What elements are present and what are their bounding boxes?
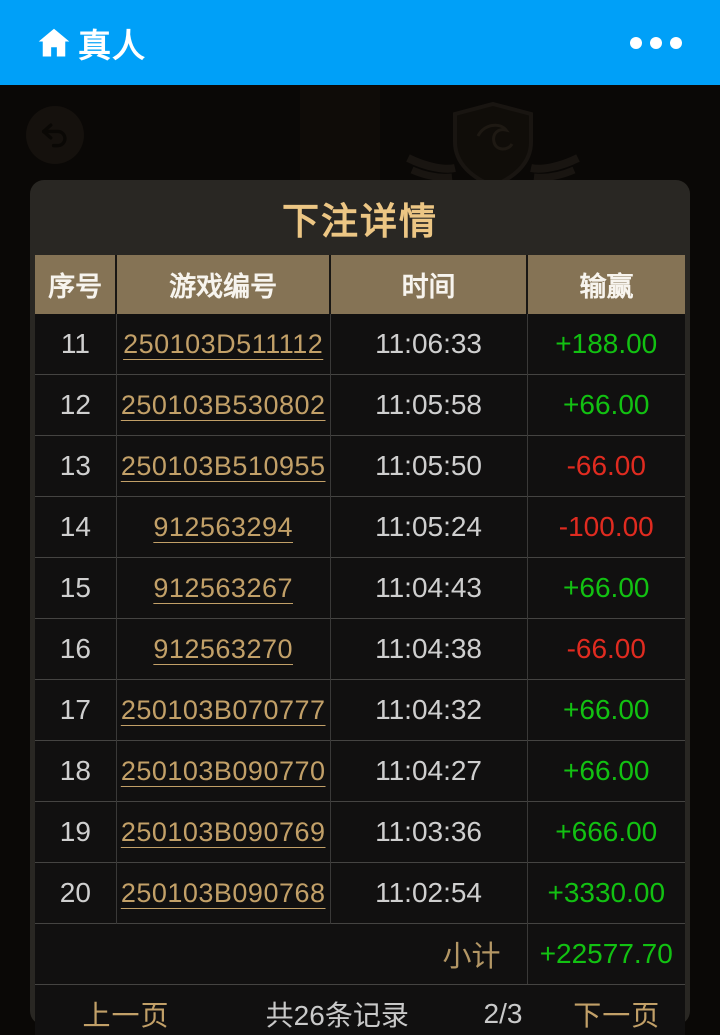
game-id-link: 250103B070777 — [115, 679, 331, 741]
game-id-link: 912563294 — [115, 496, 331, 558]
dot-icon — [670, 36, 682, 49]
bet-details-modal: 下注详情 序号 游戏编号 时间 输赢 11 250103D511112 11:06:… — [30, 180, 690, 1035]
back-button[interactable] — [26, 106, 84, 164]
game-id-link[interactable]: 250103B090769 — [120, 817, 326, 847]
result-cell: +66.00 — [526, 679, 685, 741]
bet-table-wrap: 序号 游戏编号 时间 输赢 11 250103D511112 11:06:33 +18… — [35, 255, 685, 984]
table-header-row: 序号 游戏编号 时间 输赢 — [35, 255, 685, 314]
row-index-cell: 14 — [35, 496, 117, 558]
bet-table: 序号 游戏编号 时间 输赢 11 250103D511112 11:06:33 +18… — [35, 255, 685, 984]
row-index-cell: 19 — [35, 801, 117, 863]
column-header-result: 输赢 — [526, 255, 685, 314]
row-index-cell: 17 — [35, 679, 117, 741]
subtotal-row: 小计 +22577.70 — [35, 923, 685, 984]
shield-logo — [406, 101, 580, 189]
row-index-cell: 16 — [35, 618, 117, 680]
time-cell: 11:02:54 — [329, 862, 528, 924]
row-index-cell: 11 — [35, 314, 117, 375]
game-id-link[interactable]: 912563270 — [153, 634, 293, 664]
result-cell: +3330.00 — [526, 862, 685, 924]
game-id-link[interactable]: 250103B090768 — [120, 878, 326, 908]
time-cell: 11:03:36 — [329, 801, 528, 863]
time-cell: 11:05:58 — [329, 374, 528, 436]
records-total: 共26条记录 — [265, 1000, 409, 1031]
time-cell: 11:04:32 — [329, 679, 528, 741]
modal-title: 下注详情 — [282, 200, 438, 242]
dot-icon — [630, 36, 642, 49]
table-row: 20 250103B090768 11:02:54 +3330.00 — [35, 862, 685, 924]
result-cell: +188.00 — [526, 314, 685, 375]
row-index-cell: 18 — [35, 740, 117, 802]
time-cell: 11:04:43 — [329, 557, 528, 619]
table-row: 13 250103B510955 11:05:50 -66.00 — [35, 435, 685, 497]
app-header: 真人 — [0, 0, 720, 85]
game-id-link: 912563270 — [115, 618, 331, 680]
column-header-game-id: 游戏编号 — [115, 255, 331, 314]
time-cell: 11:05:50 — [329, 435, 528, 497]
home-icon — [38, 28, 70, 56]
app-title: 真人 — [78, 26, 146, 64]
background-artwork — [300, 86, 380, 186]
game-id-link[interactable]: 250103B090770 — [120, 756, 326, 786]
table-row: 18 250103B090770 11:04:27 +66.00 — [35, 740, 685, 802]
time-cell: 11:04:38 — [329, 618, 528, 680]
pagination-bar: 上一页 共26条记录 2/3 下一页 — [35, 984, 685, 1035]
row-index-cell: 15 — [35, 557, 117, 619]
game-id-link: 250103B090770 — [115, 740, 331, 802]
game-id-link: 250103B090768 — [115, 862, 331, 924]
game-id-link: 912563267 — [115, 557, 331, 619]
game-id-link[interactable]: 250103B510955 — [120, 451, 326, 481]
result-cell: +66.00 — [526, 374, 685, 436]
prev-page-button[interactable]: 上一页 — [82, 1000, 170, 1031]
game-id-link: 250103B510955 — [115, 435, 331, 497]
table-row: 17 250103B070777 11:04:32 +66.00 — [35, 679, 685, 741]
back-arrow-icon — [41, 123, 67, 148]
result-cell: +666.00 — [526, 801, 685, 863]
game-id-link[interactable]: 250103B070777 — [120, 695, 326, 725]
result-cell: -100.00 — [526, 496, 685, 558]
result-cell: +66.00 — [526, 557, 685, 619]
result-cell: +66.00 — [526, 740, 685, 802]
column-header-index: 序号 — [35, 255, 117, 314]
time-cell: 11:05:24 — [329, 496, 528, 558]
game-id-link[interactable]: 912563294 — [153, 512, 293, 542]
table-row: 15 912563267 11:04:43 +66.00 — [35, 557, 685, 619]
more-menu-button[interactable] — [628, 31, 684, 55]
next-page-button[interactable]: 下一页 — [573, 1000, 661, 1031]
game-id-link: 250103B530802 — [115, 374, 331, 436]
subtotal-label: 小计 — [35, 923, 528, 984]
row-index-cell: 12 — [35, 374, 117, 436]
dot-icon — [650, 36, 662, 49]
game-id-link[interactable]: 250103D511112 — [123, 329, 324, 359]
game-id-link: 250103B090769 — [115, 801, 331, 863]
time-cell: 11:06:33 — [329, 314, 528, 375]
game-id-link[interactable]: 912563267 — [153, 573, 293, 603]
result-cell: -66.00 — [526, 618, 685, 680]
time-cell: 11:04:27 — [329, 740, 528, 802]
table-row: 12 250103B530802 11:05:58 +66.00 — [35, 374, 685, 436]
table-row: 16 912563270 11:04:38 -66.00 — [35, 618, 685, 680]
table-row: 14 912563294 11:05:24 -100.00 — [35, 496, 685, 558]
table-row: 11 250103D511112 11:06:33 +188.00 — [35, 314, 685, 375]
page-indicator: 2/3 — [483, 998, 523, 1029]
home-button[interactable]: 真人 — [36, 19, 146, 67]
subtotal-value: +22577.70 — [526, 923, 685, 984]
result-cell: -66.00 — [526, 435, 685, 497]
column-header-time: 时间 — [329, 255, 528, 314]
row-index-cell: 20 — [35, 862, 117, 924]
table-row: 19 250103B090769 11:03:36 +666.00 — [35, 801, 685, 863]
game-id-link: 250103D511112 — [115, 314, 331, 375]
row-index-cell: 13 — [35, 435, 117, 497]
game-id-link[interactable]: 250103B530802 — [120, 390, 326, 420]
